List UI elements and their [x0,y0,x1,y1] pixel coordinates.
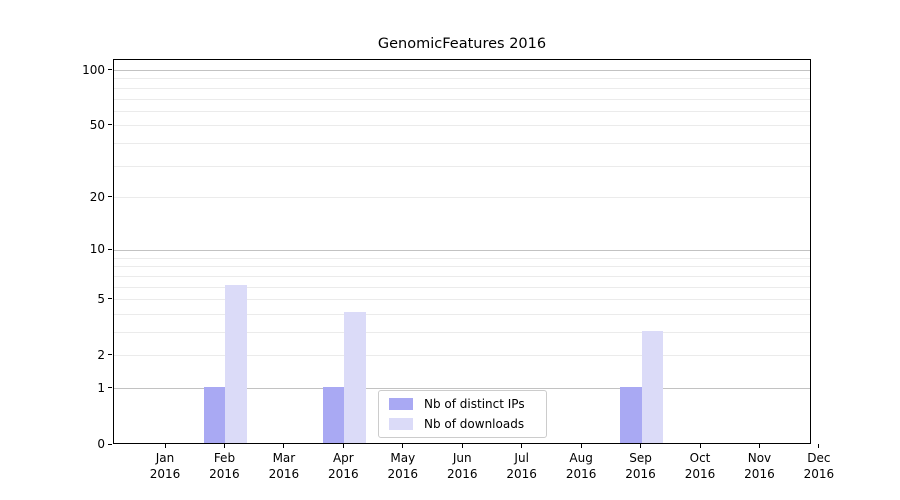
minor-gridline [114,143,810,145]
legend-row: Nb of downloads [389,416,538,432]
x-tick-mark [640,444,642,448]
y-tick-label: 0 [97,437,105,451]
y-tick-mark [108,443,112,445]
x-tick-month: Aug [569,451,593,465]
x-tick-label: Dec 2016 [791,450,847,482]
y-tick-mark [108,298,112,300]
minor-gridline [114,257,810,259]
x-tick-mark [580,444,582,448]
x-tick-month: Mar [272,451,296,465]
legend-label: Nb of downloads [424,417,525,431]
x-tick-mark [818,444,820,448]
x-tick-label: Mar 2016 [256,450,312,482]
x-tick-label: Apr 2016 [315,450,371,482]
y-tick-label: 1 [97,380,105,395]
legend-label: Nb of distinct IPs [424,397,525,411]
x-tick-year: 2016 [149,467,181,481]
minor-gridline [114,197,810,199]
x-tick-label: Jul 2016 [494,450,550,482]
minor-gridline [114,313,810,315]
y-tick-label: 2 [97,347,105,362]
y-tick-mark [108,124,112,126]
x-tick-mark [164,444,166,448]
x-tick-label: Nov 2016 [731,450,787,482]
chart-title: GenomicFeatures 2016 [377,36,547,52]
x-tick-mark [461,444,463,448]
x-tick-label: Jan 2016 [137,450,193,482]
x-tick-month: Oct [689,451,711,465]
bar-feb-downloads [225,285,247,443]
minor-gridline [114,110,810,112]
y-tick-mark [108,387,112,389]
x-tick-month: Jun [452,451,472,465]
x-tick-month: May [390,451,416,465]
minor-gridline [114,165,810,167]
x-tick-year: 2016 [803,467,835,481]
x-tick-label: Oct 2016 [672,450,728,482]
y-tick-label: 100 [82,62,105,77]
x-tick-year: 2016 [328,467,359,481]
x-tick-label: Sep 2016 [613,450,669,482]
y-tick-label: 10 [89,242,105,257]
x-tick-mark [342,444,344,448]
x-tick-year: 2016 [387,467,419,481]
major-gridline [114,70,810,72]
legend-swatch-downloads [389,418,413,430]
y-tick-mark [108,248,112,250]
x-tick-month: Feb [213,451,236,465]
minor-gridline [114,266,810,268]
x-tick-label: Jun 2016 [434,450,490,482]
minor-gridline [114,299,810,301]
y-tick-mark [108,354,112,356]
x-tick-month: Sep [629,451,652,465]
x-tick-year: 2016 [684,467,716,481]
x-tick-year: 2016 [506,467,537,481]
x-tick-mark [402,444,404,448]
bar-apr-ips [322,386,345,443]
x-tick-year: 2016 [565,467,597,481]
legend: Nb of distinct IPs Nb of downloads [378,390,547,438]
legend-swatch-distinct-ips [389,398,413,410]
bar-feb-ips [203,386,226,443]
bar-sep-downloads [641,330,664,443]
x-tick-mark [699,444,701,448]
y-tick-label: 5 [97,291,105,306]
x-tick-mark [758,444,760,448]
x-tick-month: Jul [514,451,529,465]
y-tick-mark [108,69,112,71]
x-tick-mark [521,444,523,448]
x-tick-mark [283,444,285,448]
y-tick-label: 20 [89,189,105,204]
minor-gridline [114,98,810,100]
x-tick-mark [223,444,225,448]
bar-apr-downloads [344,312,366,443]
x-tick-label: Aug 2016 [553,450,609,482]
minor-gridline [114,78,810,80]
x-tick-label: Feb 2016 [196,450,252,482]
major-gridline [114,388,810,390]
bar-sep-ips [620,386,642,443]
x-tick-month: Nov [747,451,772,465]
minor-gridline [114,286,810,288]
plot-area [113,59,811,444]
minor-gridline [114,355,810,357]
x-tick-year: 2016 [744,467,775,481]
y-tick-label: 50 [89,117,105,132]
x-tick-month: Jan [155,451,175,465]
minor-gridline [114,332,810,334]
x-tick-year: 2016 [209,467,240,481]
minor-gridline [114,275,810,277]
major-gridline [114,249,810,251]
x-tick-year: 2016 [625,467,656,481]
x-tick-month: Dec [807,451,831,465]
legend-row: Nb of distinct IPs [389,396,538,412]
minor-gridline [114,87,810,89]
minor-gridline [114,125,810,127]
x-tick-year: 2016 [268,467,300,481]
y-tick-mark [108,196,112,198]
x-tick-month: Apr [332,451,354,465]
x-tick-label: May 2016 [375,450,431,482]
x-tick-year: 2016 [446,467,478,481]
